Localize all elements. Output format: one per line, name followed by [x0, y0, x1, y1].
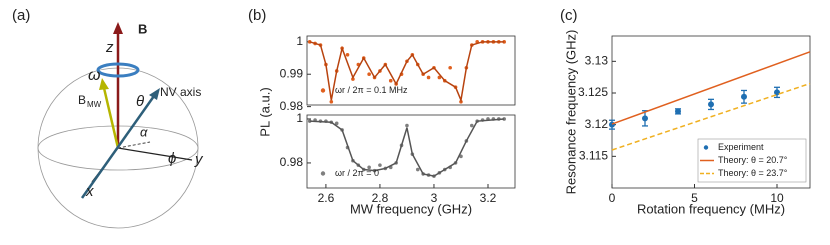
data-point: [345, 52, 350, 57]
legend-entry: ωr / 2π = 0: [335, 168, 379, 178]
data-point: [367, 165, 371, 170]
y-tick-label: 3.13: [585, 54, 609, 68]
data-point: [741, 93, 747, 100]
y-label: y: [194, 151, 204, 168]
legend-entry: Theory: θ = 20.7°: [718, 155, 788, 165]
y-tick-label: 3.125: [578, 85, 608, 99]
data-point: [502, 40, 506, 44]
x-tick-label: 5: [691, 191, 698, 205]
x-tick-label: 2.6: [318, 191, 335, 205]
y-tick-label: 3.115: [579, 149, 608, 163]
data-point: [415, 167, 420, 172]
data-point: [675, 108, 681, 115]
legend-entry: Theory: θ = 23.7°: [718, 168, 788, 178]
data-point: [502, 117, 506, 121]
diagram: (a) B z ω θ NV axis B MW α ϕ x y: [12, 7, 204, 229]
phi-label: ϕ: [168, 150, 176, 167]
data-point: [437, 75, 442, 80]
projection: [117, 141, 151, 149]
arrowhead: [149, 88, 160, 100]
data-point: [367, 72, 371, 77]
x-axis-label: MW frequency (GHz): [350, 201, 472, 216]
y-axis-label: PL (a.u.): [257, 87, 272, 136]
panel-label: (b): [248, 7, 266, 24]
data-point: [774, 89, 780, 96]
data-point: [469, 123, 474, 128]
panel-label: (a): [12, 7, 30, 24]
data-point: [334, 121, 339, 126]
y-tick-label: 0.99: [280, 66, 304, 80]
omega-label: ω: [88, 67, 100, 84]
legend-marker: [320, 88, 326, 93]
line: [611, 51, 811, 125]
z-label: z: [105, 39, 114, 56]
x-axis-label: Rotation frequency (MHz): [637, 201, 785, 216]
panel-label: (c): [560, 7, 578, 24]
x-tick-label: 10: [770, 191, 784, 205]
y-tick-label: 1: [296, 34, 303, 48]
line: [611, 82, 811, 151]
x-tick-label: 2.8: [372, 191, 389, 205]
arrowhead: [113, 22, 123, 34]
plot-frame: [306, 35, 516, 106]
b-mw-label: B: [78, 93, 86, 107]
data-point: [329, 99, 334, 104]
x-tick-label: 0: [609, 191, 616, 205]
plot-frame: [306, 114, 516, 189]
y-axis: [117, 147, 193, 161]
y-tick-label: 0.98: [280, 155, 304, 169]
x-tick-label: 3.2: [480, 191, 497, 205]
legend-entry: ωr / 2π = 0.1 MHz: [335, 85, 408, 95]
legend-box: [697, 138, 807, 183]
b-label: B: [138, 21, 147, 36]
rotation: [96, 62, 140, 78]
line: [309, 41, 505, 103]
x-label: x: [85, 183, 94, 200]
y-tick-label: 0.98: [280, 99, 304, 113]
legend-entry: Experiment: [718, 142, 764, 152]
nv-axis-label: NV axis: [160, 85, 201, 99]
data-point: [307, 119, 312, 123]
arrowhead: [99, 78, 109, 90]
y-tick-label: 3.12: [585, 117, 609, 131]
data-point: [351, 77, 355, 81]
data-point: [388, 78, 393, 83]
data-point: [405, 123, 409, 128]
y-axis-label: Resonance frequency (GHz): [563, 30, 578, 195]
x-tick-label: 3: [431, 191, 438, 205]
nv-axis: [80, 95, 156, 199]
data-point: [426, 75, 431, 80]
legend-marker: [320, 171, 326, 176]
alpha-label: α: [140, 124, 148, 139]
data-point: [708, 101, 714, 108]
b-mw-arrow: [102, 87, 120, 149]
data-point: [642, 115, 648, 122]
plot-frame: [611, 35, 811, 189]
legend-marker: [703, 145, 709, 150]
b-mw-sub: MW: [87, 100, 102, 109]
data-point: [448, 65, 452, 70]
line: [309, 118, 505, 177]
y-tick-label: 1: [296, 111, 303, 125]
data-point: [378, 163, 382, 167]
theta-label: θ: [136, 93, 144, 110]
